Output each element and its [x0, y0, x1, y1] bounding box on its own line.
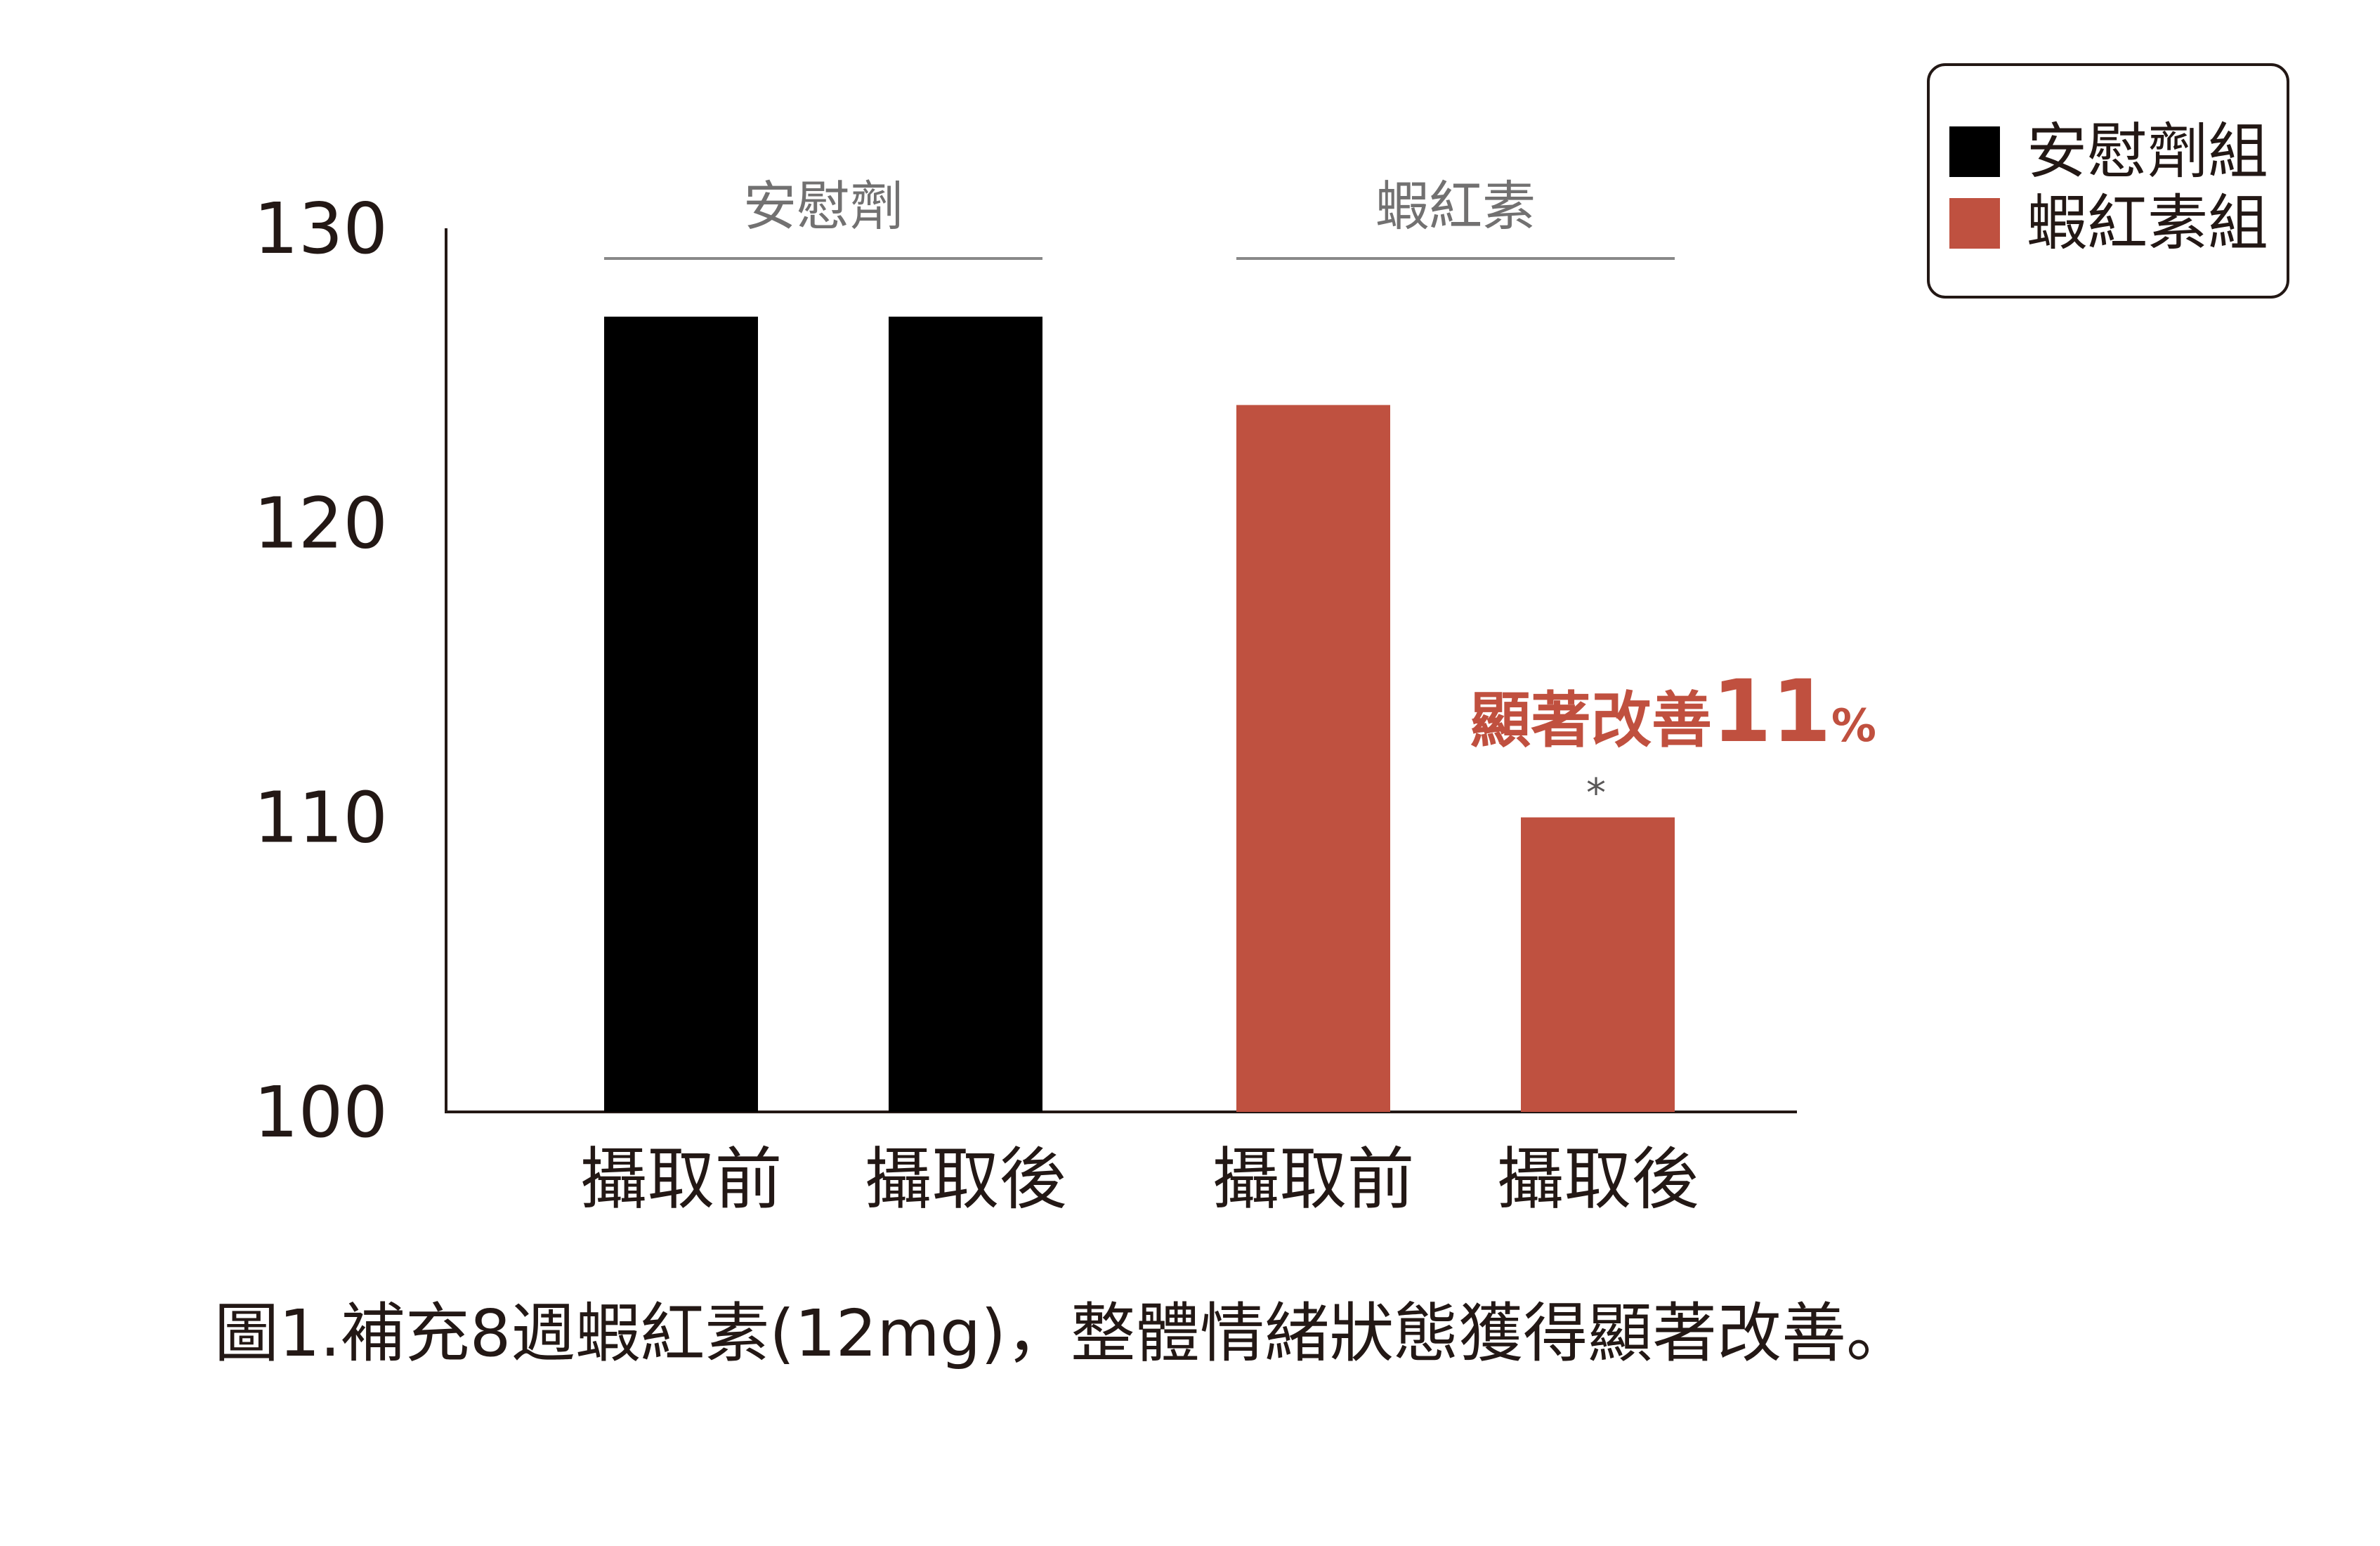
legend: 安慰劑組 蝦紅素組 [1927, 63, 2289, 299]
significance-annotation: 顯著改善11% * [1470, 662, 1876, 816]
svg-text:顯著改善11%: 顯著改善11% [1470, 662, 1876, 761]
bar [1521, 817, 1675, 1112]
bar [889, 316, 1042, 1112]
legend-swatch-astaxanthin [1949, 198, 2000, 249]
significance-star: * [1586, 771, 1606, 816]
x-tick-label: 攝取前 [1212, 1140, 1415, 1219]
y-tick-label: 100 [254, 1071, 388, 1153]
annotation-text: 顯著改善 [1470, 686, 1712, 756]
group-label: 蝦紅素 [1375, 175, 1536, 237]
y-tick-label: 130 [254, 188, 388, 270]
legend-label-placebo: 安慰劑組 [2027, 117, 2268, 187]
x-tick-label: 攝取後 [865, 1140, 1067, 1219]
bar [604, 316, 758, 1112]
y-tick-label: 110 [254, 777, 388, 859]
bars [604, 316, 1675, 1112]
group-header-astaxanthin: 蝦紅素 [1236, 175, 1675, 260]
y-tick-label: 120 [254, 482, 388, 564]
legend-frame [1927, 63, 2289, 299]
group-header-placebo: 安慰劑 [604, 175, 1042, 260]
legend-swatch-placebo [1949, 126, 2000, 177]
annotation-unit: % [1831, 700, 1876, 752]
annotation-number: 11 [1712, 662, 1831, 761]
x-tick-label: 攝取前 [580, 1140, 783, 1219]
x-tick-labels: 攝取前 攝取後 攝取前 攝取後 [580, 1140, 1699, 1219]
figure-caption: 圖1.補充8週蝦紅素(12mg)，整體情緒狀態獲得顯著改善。 [214, 1296, 1911, 1371]
group-label: 安慰劑 [743, 175, 903, 237]
legend-label-astaxanthin: 蝦紅素組 [2027, 188, 2268, 258]
x-tick-label: 攝取後 [1497, 1140, 1699, 1219]
bar [1236, 405, 1390, 1112]
y-tick-labels: 100 110 120 130 [254, 188, 388, 1153]
